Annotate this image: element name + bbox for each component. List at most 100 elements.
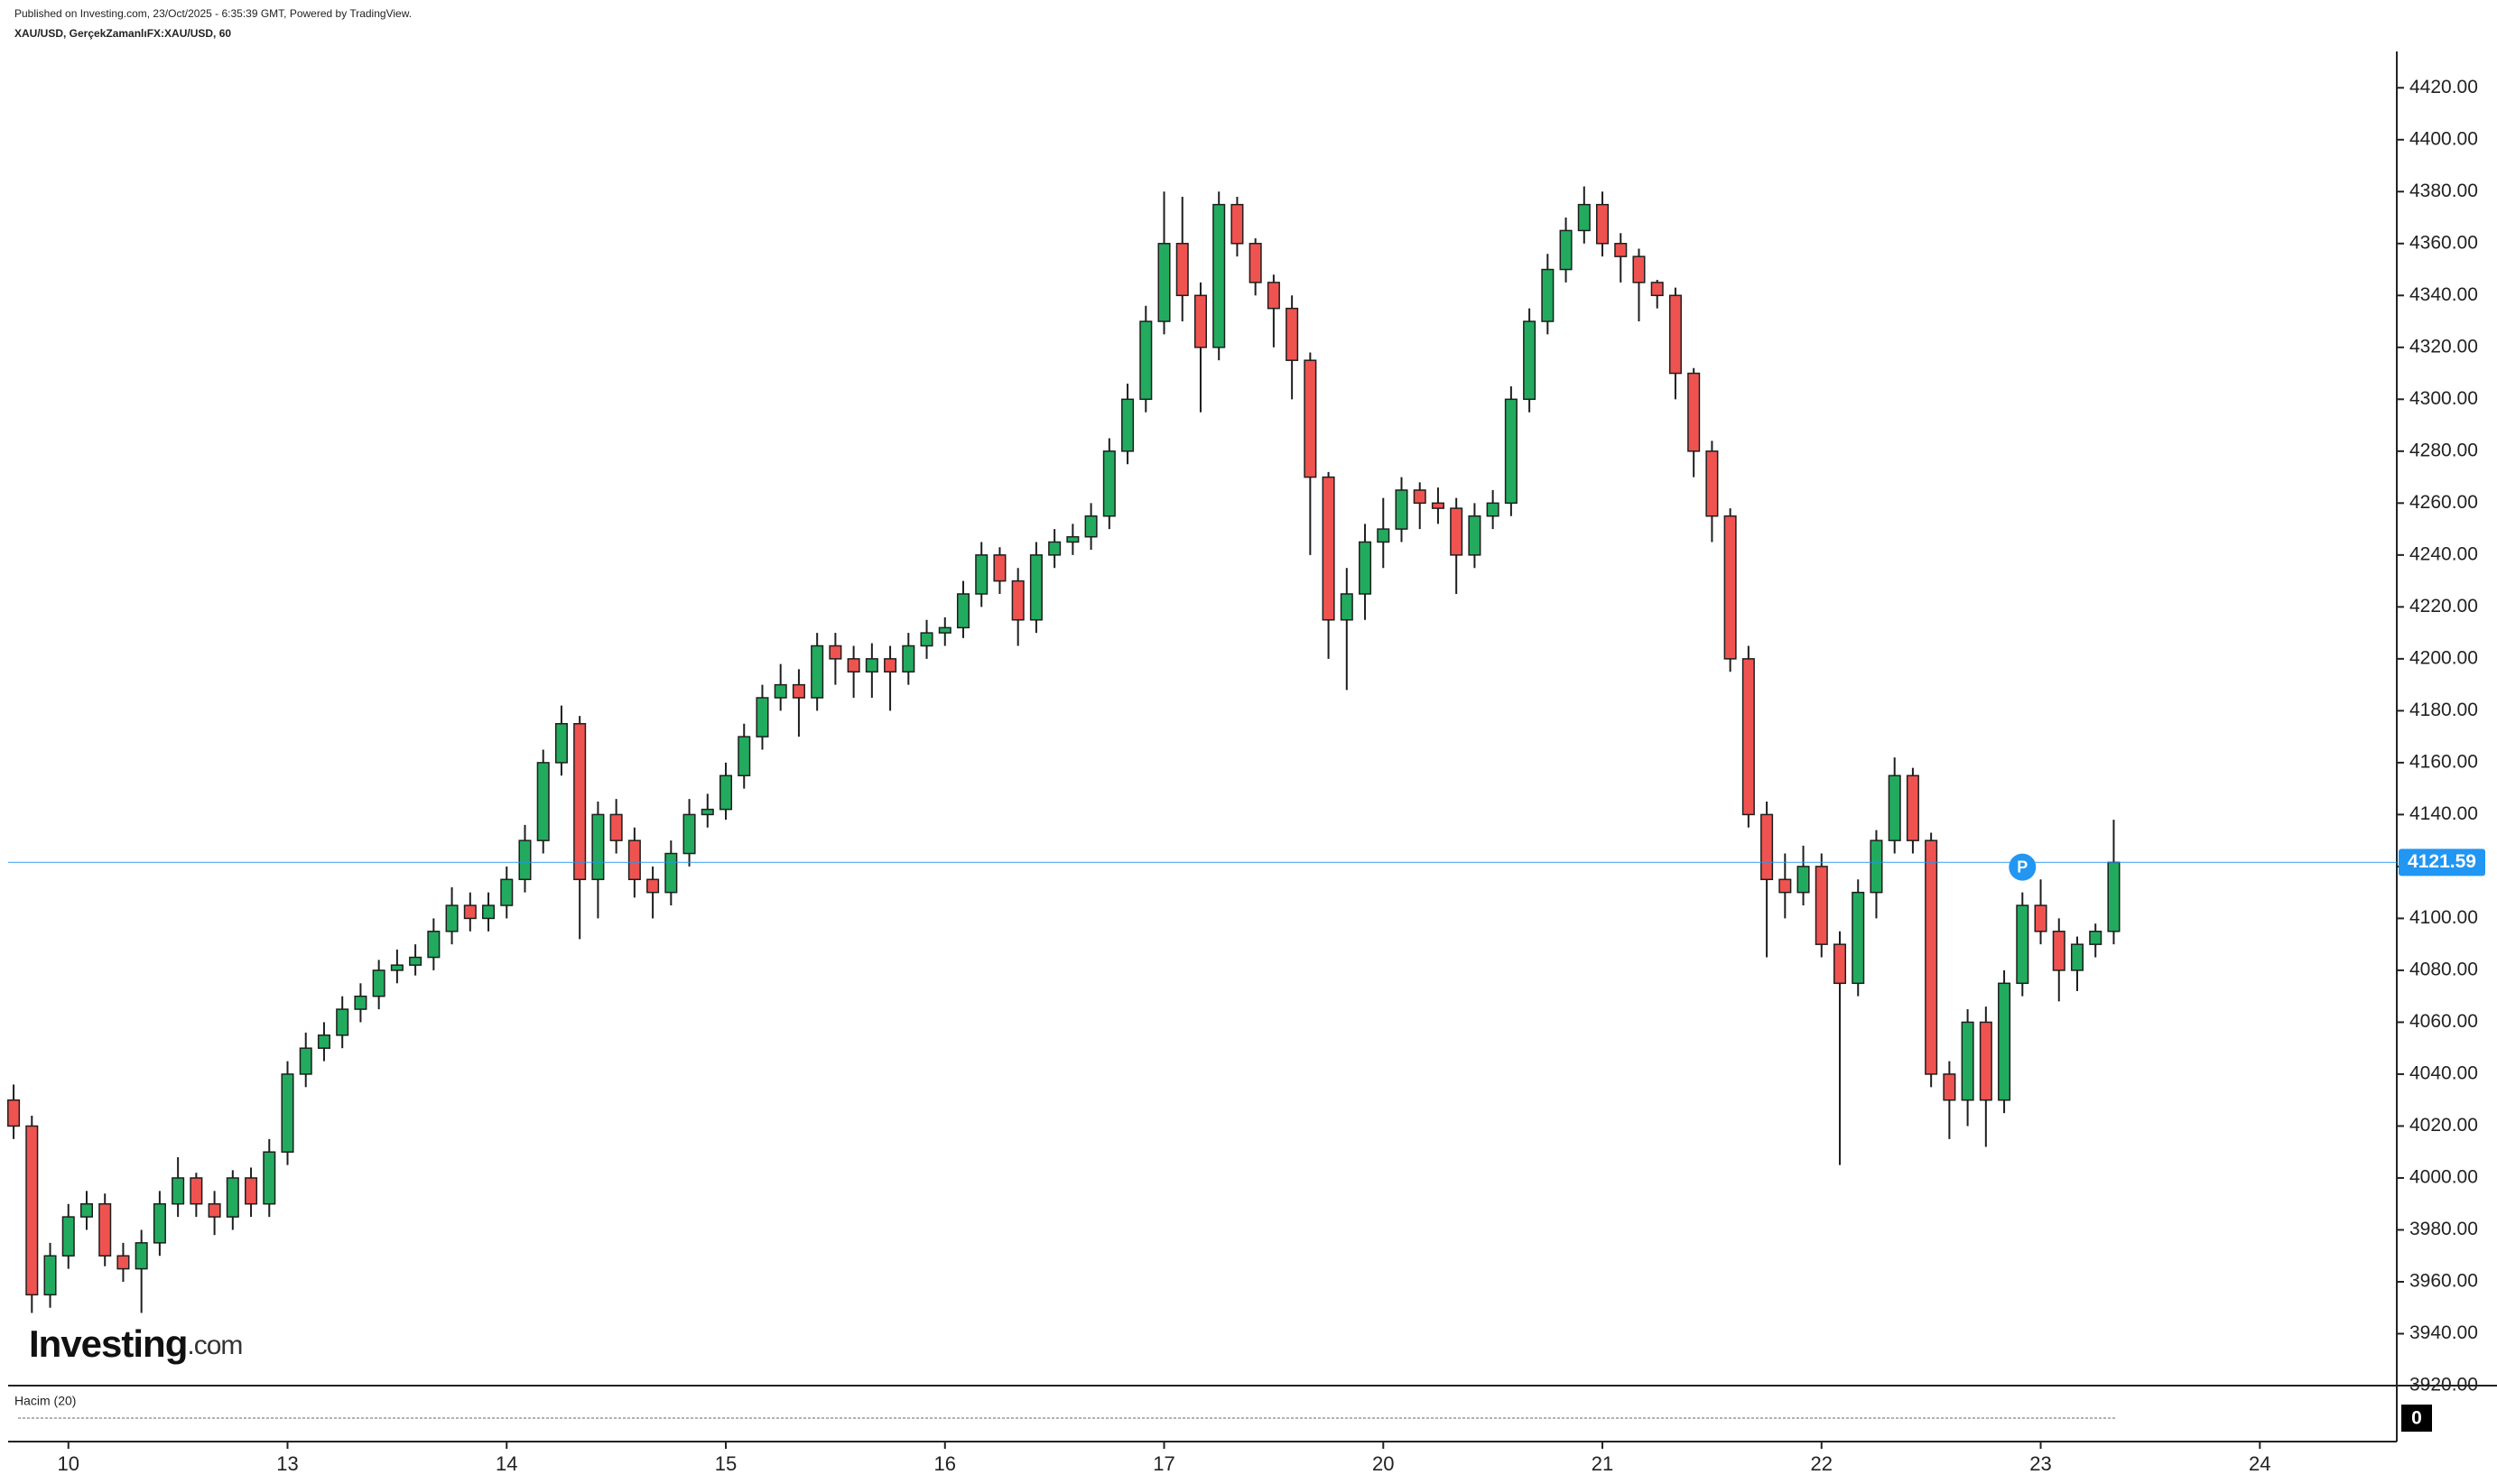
candle-body	[1577, 203, 1591, 232]
candle-body	[1741, 658, 1755, 816]
candle-body	[573, 723, 587, 881]
candle-body	[1102, 450, 1116, 517]
candle-body	[1413, 489, 1426, 505]
y-tick-label: 4400.00	[2409, 128, 2478, 149]
y-tick-label: 4240.00	[2409, 543, 2478, 564]
candle-body	[1943, 1073, 1956, 1101]
candle-body	[409, 956, 422, 966]
candle-body	[1778, 878, 1792, 894]
candle-body	[299, 1047, 312, 1075]
y-tick-label: 3960.00	[2409, 1271, 2478, 1292]
candle-body	[1559, 229, 1573, 271]
candle-body	[1011, 580, 1025, 621]
candle-body	[2070, 943, 2084, 971]
y-tick-label: 4100.00	[2409, 907, 2478, 928]
y-tick-label: 3980.00	[2409, 1219, 2478, 1239]
candle-body	[427, 931, 441, 959]
candle-body	[2089, 931, 2102, 945]
candle-body	[682, 813, 696, 855]
candle-body	[2016, 904, 2029, 985]
candle-body	[390, 964, 404, 971]
x-tick-label: 10	[58, 1452, 79, 1475]
candle-body	[1796, 866, 1810, 894]
candle-body	[1304, 359, 1317, 478]
candle-body	[1193, 294, 1207, 348]
candle-body	[7, 1099, 21, 1127]
x-tick-label: 24	[2249, 1452, 2270, 1475]
candle-body	[719, 774, 733, 811]
candle-body	[25, 1125, 39, 1296]
candle-body	[1723, 515, 1737, 660]
y-tick-label: 3920.00	[2409, 1375, 2478, 1396]
candle-body	[956, 593, 970, 629]
candle-body	[1175, 243, 1189, 297]
plot-area	[7, 186, 2121, 1313]
candle-body	[1833, 943, 1847, 985]
candle-body	[627, 839, 641, 881]
candle-body	[372, 969, 385, 997]
candle-body	[463, 904, 477, 920]
candle-body	[1815, 866, 1828, 945]
y-tick-label: 4060.00	[2409, 1011, 2478, 1032]
candle-body	[865, 658, 878, 672]
candle-body	[43, 1255, 57, 1296]
price-label: 4121.59	[2408, 851, 2476, 872]
candle-body	[98, 1202, 112, 1257]
candle-body	[226, 1177, 239, 1218]
candle-body	[738, 736, 751, 777]
candle-body	[263, 1151, 276, 1205]
candle-body	[1925, 839, 1938, 1075]
x-tick-label: 13	[276, 1452, 298, 1475]
x-tick-label: 16	[934, 1452, 956, 1475]
candle-body	[792, 683, 805, 699]
x-tick-label: 22	[1811, 1452, 1833, 1475]
x-tick-label: 17	[1153, 1452, 1174, 1475]
marker-label: P	[2017, 858, 2028, 876]
candle-body	[2034, 904, 2047, 932]
candle-body	[1431, 502, 1444, 509]
candle-body	[1139, 320, 1153, 401]
candle-body	[1486, 502, 1499, 517]
candle-body	[1888, 774, 1901, 841]
candle-body	[1906, 774, 1919, 841]
volume-axis-box	[2401, 1405, 2432, 1432]
candle-body	[591, 813, 605, 881]
chart-title: Published on Investing.com, 23/Oct/2025 …	[14, 7, 412, 20]
candle-body	[1870, 839, 1883, 894]
candle-body	[1668, 294, 1682, 375]
y-tick-label: 4080.00	[2409, 959, 2478, 979]
candle-body	[1230, 203, 1244, 245]
candle-body	[1157, 243, 1171, 322]
candle-body	[79, 1202, 94, 1218]
candle-body	[536, 762, 550, 841]
logo-name: Investing	[29, 1322, 187, 1365]
y-tick-label: 4300.00	[2409, 388, 2478, 409]
candle-body	[756, 697, 769, 737]
x-tick-label: 15	[715, 1452, 737, 1475]
candle-body	[811, 645, 824, 699]
x-tick-label: 20	[1372, 1452, 1394, 1475]
y-tick-label: 4320.00	[2409, 336, 2478, 357]
candle-body	[2052, 931, 2065, 971]
y-tick-label: 4200.00	[2409, 647, 2478, 668]
candle-body	[135, 1242, 148, 1270]
candle-body	[774, 683, 787, 699]
y-tick-label: 4160.00	[2409, 751, 2478, 772]
candle-body	[116, 1255, 130, 1270]
candle-body	[1359, 541, 1372, 595]
candle-body	[1998, 982, 2011, 1101]
y-tick-label: 4360.00	[2409, 232, 2478, 253]
candle-body	[1212, 203, 1226, 348]
candle-body	[317, 1034, 330, 1049]
y-tick-label: 4260.00	[2409, 492, 2478, 513]
candle-body	[609, 813, 623, 841]
candle-body	[1322, 476, 1335, 621]
candle-body	[1048, 541, 1062, 556]
candle-body	[1450, 507, 1463, 556]
price-label-box	[2399, 849, 2485, 876]
y-tick-label: 4220.00	[2409, 596, 2478, 617]
candle-body	[1468, 515, 1481, 556]
y-tick-label: 4340.00	[2409, 284, 2478, 305]
